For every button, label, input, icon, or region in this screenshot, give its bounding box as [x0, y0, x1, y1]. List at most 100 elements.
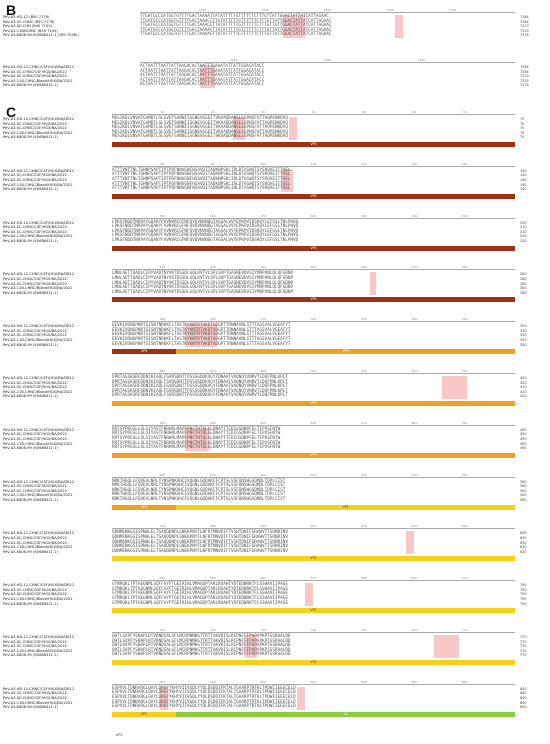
sequence-rows: ATTTVNTTNLTGHNPSAPTIPTPDFNNVGNFHSAVDITAD…: [112, 168, 515, 192]
sequence-rows: DPRTAGSKSRFDDNIKIAQLFSVRSDNTTPSSSGDDKVGY…: [112, 375, 515, 399]
variant-highlight: [160, 686, 169, 710]
ruler-tick-label: 7240: [261, 8, 269, 12]
sequence-name: PeV-A3-SC-CHNC/CSF/HGX/BA/2022: [3, 177, 67, 182]
sequence-row: LPKSFNDDTNRPAYGQAKYFAVNVRCGFNFQVQVNVNQGT…: [112, 219, 299, 225]
position-ruler: 290 300 310 320 330 340 350: [112, 317, 515, 325]
protein-region-label: VP0: [310, 193, 317, 198]
position-ruler: 640 650 660 670 680 690 700: [112, 576, 515, 584]
end-position: 350: [520, 328, 527, 333]
sequence-name: PeV-A3-SC-CHNC/CSF/HGX/BA/2022: [3, 488, 67, 493]
ruler-tick-label: 120: [361, 161, 367, 166]
end-positions: 700 700 700 700 700: [520, 583, 526, 606]
sequence-row: DPRTAGSKSRFDDNIKIAQLFSVRSDNTTPSSSGDDKVGY…: [112, 388, 288, 394]
variant-highlight: [184, 427, 209, 451]
ruler-tick-label: 480: [411, 420, 418, 425]
sequence-row: ESPVVLTDNRARGLQAYLDRGFYKHYVIIVGDLYYQLDSD…: [112, 699, 296, 705]
ruler-tick-label: 640: [159, 576, 166, 581]
sequence-row: TTGATGCCCATGGTGTTTTGACTAAAACTTATATTTTTGT…: [140, 32, 332, 38]
sequence-name: PeV-A3-K808-99 (KX686411.1): [3, 549, 58, 554]
protein-region-label: VP3: [342, 349, 349, 354]
sequence-name: PeV-A3-HD-12-CHNC/CSF/HGX/BA/DR12: [3, 65, 75, 69]
end-position: 700: [520, 601, 527, 606]
ruler-tick-label: 180: [310, 213, 317, 218]
ruler-tick-label: 410: [411, 369, 418, 373]
sequence-names: PeV-A3-HD-12-CHNC/CSF/HGX/BA/DR12 PeV-A3-…: [3, 480, 109, 503]
ruler-tick-label: 790: [209, 679, 216, 684]
ruler-tick-label: 490: [461, 420, 468, 425]
sequence-row: NRKTHGQLLFQVEVLNRLTYNSPNKVHCIVQGNLGDDAKF…: [112, 478, 286, 484]
sequence-row: QDNMENKGSISPNHLELTSAQDDNPLGNEKPNYFLNFRTM…: [112, 539, 288, 545]
sequence-row: LMNLAETTQADLCIPYVADTNYVKTDSSDLGQLRVTVLSP…: [112, 271, 294, 277]
protein-region-bar: VP0: [112, 193, 515, 199]
sequence-row: MESIKDLVNVATGAMDTLSLSVETSANNIISGNEVGGEIT…: [112, 120, 288, 126]
sequence-row: DPRTAGSKSRFDDNIKIAQLFSVRSDNTTPSSSGDDKVGY…: [112, 375, 288, 380]
variant-highlight: [395, 15, 403, 38]
variant-highlight: [282, 15, 305, 38]
sequence-name: PeV-A3-SC-CHNC/CSF/HGX/BA/2022: [3, 535, 67, 540]
ruler-tick-label: 500: [159, 472, 166, 477]
sequence-row: EEVKIVDNGPNRTSISNTNRKKFLTASTKYKNTRTVKDTA…: [112, 332, 291, 338]
variant-highlight: [406, 531, 415, 555]
ruler-tick-label: 7270: [448, 8, 457, 12]
sequence-row: LMNLAETTQADLCIPYVADTNYVKTDSSDLGQLRVTVLSP…: [112, 275, 294, 281]
ruler-tick-label: 170: [260, 213, 266, 218]
sequence-name: PeV-A3-SC-CHNC/CSF/HGX/BA/2022: [3, 229, 67, 234]
alignment-block: 10 20 30 40 50 60 70 PeV-A3-HD-12-CHNC/CSF/HGX/…: [0, 110, 550, 147]
sequence-name: PeV-A3-HD-12-CHNC/CSF/HGX/BA/DR12: [3, 427, 75, 432]
protein-region-bar: VP1: [112, 608, 515, 614]
sequence-name: PeV-A3-HD-12-CHNC/CSF/HGX/BA/DR12: [3, 324, 75, 329]
alignment-block: 570 580 590 600 610 620 630 PeV-A3-HD-12-CHNC/C…: [0, 524, 550, 562]
variant-highlight: [442, 376, 467, 399]
ruler-tick-label: 330: [361, 317, 367, 322]
sequence-name: PeV-A3-HD-12-CHNC/CSF/HGX/BA/DR12: [3, 531, 75, 536]
sequence-name: PeV-A3-SC-CHNC/CSF/HGX/BA/2022: [3, 126, 67, 131]
sequence-name: PeV-A3-SC-CHN (B40 7150): [3, 24, 53, 29]
ruler-tick-label: 690: [411, 576, 418, 581]
protein-region-label: VP1: [310, 556, 317, 561]
sequence-name: PeV-A3-11B-CHNC/Blood/HGX/BA/2022: [3, 493, 73, 498]
sequence-row: TTGATGCCCATGGTGTTTTGACTAAACCTTATATTTTTGT…: [140, 23, 332, 29]
sequence-name: PeV-A3-SC-CHNC/CSF/HGX/BA/2022: [3, 540, 67, 545]
ruler-tick-label: 380: [260, 369, 266, 373]
end-position: 770: [520, 653, 527, 658]
sequence-name: PeV-A3-11B-CHNC/Blood/HGX/BA/2022: [3, 389, 73, 394]
ruler-tick-label: 670: [310, 576, 317, 581]
ruler-tick-label: 400: [361, 369, 367, 373]
alignment-block: 80 90 100 110 120 130 140 PeV-A3-HD-12-CHNC/CSF…: [0, 162, 550, 199]
alignment-block: 710 720 730 740 750 760 770 PeV-A3-HD-12-CHNC/C…: [0, 628, 550, 665]
sequence-name: PeV-A3-11B-CHNC/Blood/HGX/BA/2022: [3, 545, 73, 550]
sequence-rows: RRTSYPRGSLLSLSIYASTFNRHRLMAPFPNCTHTQLGLD…: [112, 427, 515, 451]
end-position: 420: [520, 394, 527, 399]
end-positions: 770 770 770 770 770: [520, 635, 526, 658]
ruler-tick-label: 7290: [323, 58, 332, 62]
sequence-name: PeV-A3-K808-99 (KX686411.1): [3, 342, 58, 347]
ruler-tick-label: 100: [260, 161, 266, 166]
end-position: 630: [520, 535, 527, 540]
ruler-tick-label: 770: [461, 628, 468, 632]
alignment-block: 360 370 380 390 400 410 420 PeV-A3-HD-12-CHNC/C…: [0, 369, 550, 406]
ruler-tick-label: 230: [209, 265, 216, 270]
sequence-name: PeV-A3-HD-12-CHNC/CSF/HGX/BA/DR12: [3, 117, 75, 121]
sequence-row: ESPVVLTDNRARGLQAYLDRGFYKHYVIIVGDLYYQLDSD…: [112, 685, 296, 691]
sequence-row: NRKTHGQLLFQVEVLNRLTYNSPNKVHCIVQGNLGDDAKF…: [112, 487, 286, 493]
sequence-name: PeV-A3-SC-CHNC/CSF/HGX/BA/2022: [3, 225, 67, 230]
sequence-row: QHTLSVPFYSNAPLRTVRNDSALGFLMCRPNMHGTTRTTA…: [112, 634, 291, 639]
ruler-tick-label: 810: [310, 679, 317, 684]
sequence-name: PeV-A3-SC-CHNC (B40 7176): [3, 19, 55, 24]
sequence-rows: EEVKIVDNGPNRTSISNTNRKKFLTASTKYKNTRTVKDTA…: [112, 324, 515, 347]
ruler-tick-label: 140: [461, 161, 468, 166]
end-position: 700: [520, 583, 527, 588]
ruler-tick-label: 30: [261, 110, 266, 114]
end-position: 490: [520, 427, 527, 432]
sequence-name: PeV-A3-11B-CHNC/Blood/HGX/BA/2022: [3, 286, 73, 291]
position-ruler: 7230 7240 7250 7260 7270: [140, 8, 515, 16]
ruler-tick-label: 240: [260, 265, 266, 270]
end-position: 7264: [520, 69, 529, 74]
alignment-block: 290 300 310 320 330 340 350 PeV-A3-HD-12-CHNC/C…: [0, 317, 550, 355]
sequence-name: PeV-A3-SC-CHNC/CSF/HGX/BA/2022: [3, 121, 67, 126]
protein-region-bar: VP1: [176, 504, 515, 510]
ruler-tick-label: 350: [461, 317, 468, 322]
end-positions: 350 350 350 350 350: [520, 324, 526, 347]
protein-region-label: VP1: [141, 711, 148, 716]
alignment-block: 500 510 520 530 540 550 560 PeV-A3-HD-12-CHNC/C…: [0, 473, 550, 510]
